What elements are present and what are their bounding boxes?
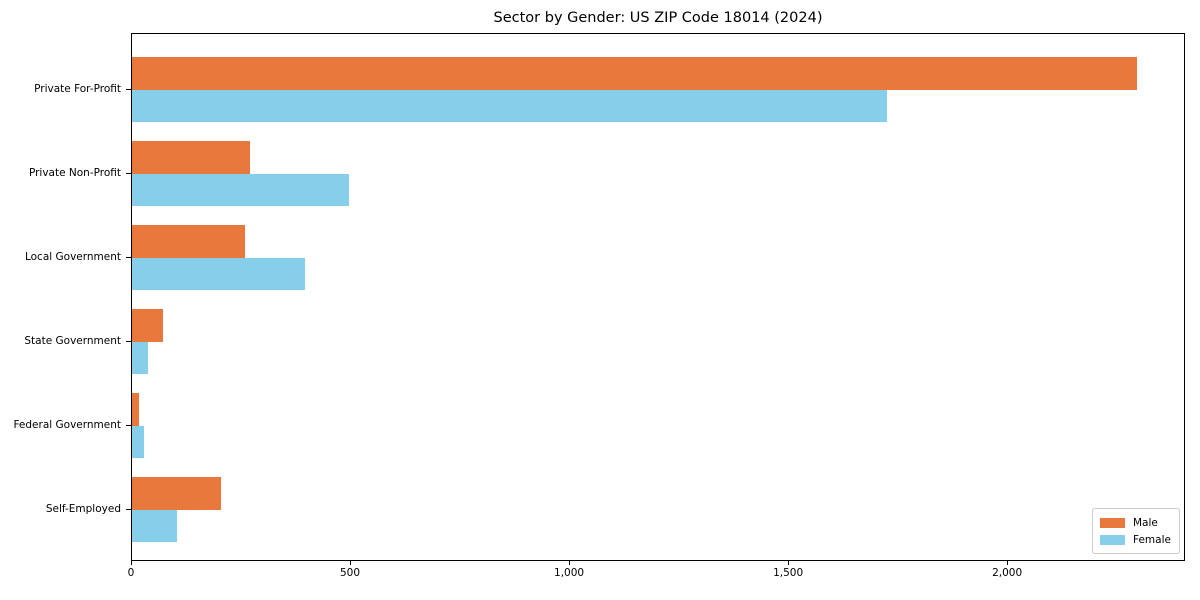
y-axis-tick <box>126 88 131 90</box>
y-axis-category-label: Private Non-Profit <box>28 166 121 179</box>
legend-swatch-male <box>1100 517 1125 528</box>
y-axis-category-label: Federal Government <box>13 418 121 431</box>
bar-male-3 <box>132 225 246 258</box>
chart-title: Sector by Gender: US ZIP Code 18014 (202… <box>493 10 823 26</box>
x-axis-tick <box>1007 561 1009 565</box>
legend-row-female: Female <box>1100 531 1172 548</box>
bar-male-6 <box>132 477 222 510</box>
bar-male-1 <box>132 57 1137 90</box>
legend-label-male: Male <box>1133 516 1158 529</box>
x-axis-tick <box>350 561 352 565</box>
x-axis-tick <box>131 561 132 565</box>
bar-male-2 <box>132 141 251 174</box>
y-axis-category-label: Private For-Profit <box>34 82 121 95</box>
x-axis-tick <box>569 561 571 565</box>
y-axis-category-label: State Government <box>24 334 121 347</box>
x-axis-tick-label: 1,000 <box>554 567 585 579</box>
y-axis-tick <box>126 256 131 258</box>
bar-female-6 <box>132 509 178 542</box>
y-axis-category-label: Self-Employed <box>45 502 121 515</box>
bar-female-2 <box>132 173 350 206</box>
y-axis-tick <box>126 172 131 174</box>
x-axis-tick-label: 1,500 <box>773 567 804 579</box>
y-axis-tick <box>126 340 131 342</box>
bar-female-5 <box>132 425 145 458</box>
x-axis-tick-label: 2,000 <box>992 567 1023 579</box>
x-axis-tick-label: 0 <box>127 567 135 579</box>
y-axis-category-label: Local Government <box>24 250 121 263</box>
bar-male-5 <box>132 393 140 426</box>
y-axis-tick <box>126 424 131 426</box>
bar-female-4 <box>132 341 149 374</box>
legend-row-male: Male <box>1100 514 1172 531</box>
y-axis-tick <box>126 508 131 510</box>
legend-swatch-female <box>1100 534 1125 545</box>
legend: Male Female <box>1092 508 1180 554</box>
plot-area <box>131 33 1185 561</box>
bar-female-1 <box>132 89 887 122</box>
bar-male-4 <box>132 309 164 342</box>
legend-label-female: Female <box>1133 533 1171 546</box>
bar-female-3 <box>132 257 305 290</box>
x-axis-tick <box>788 561 790 565</box>
x-axis-tick-label: 500 <box>340 567 361 579</box>
